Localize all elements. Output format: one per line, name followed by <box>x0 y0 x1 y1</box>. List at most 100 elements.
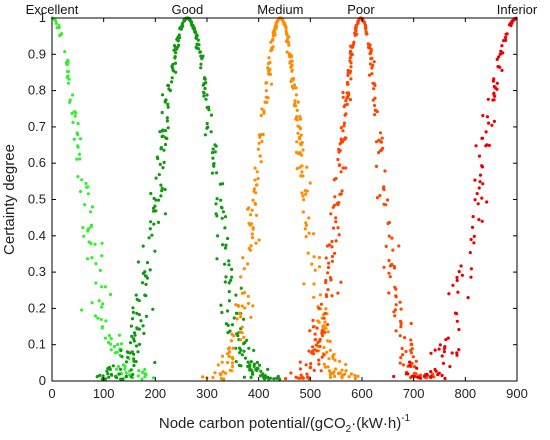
scatter-point <box>240 325 244 329</box>
scatter-point <box>248 367 252 371</box>
scatter-point <box>307 349 311 353</box>
scatter-point <box>253 202 258 206</box>
scatter-point <box>468 251 472 255</box>
scatter-point <box>382 187 386 192</box>
scatter-point <box>82 234 86 238</box>
y-tick-label: 0.6 <box>28 155 46 170</box>
scatter-point <box>382 202 386 206</box>
scatter-point <box>160 189 164 193</box>
scatter-point <box>303 227 307 231</box>
scatter-point <box>218 182 222 186</box>
scatter-point <box>121 363 126 367</box>
scatter-point <box>151 376 155 380</box>
scatter-point <box>129 375 133 379</box>
y-axis-label: Certainty degree <box>1 144 18 255</box>
scatter-point <box>194 31 198 35</box>
scatter-point <box>478 180 482 184</box>
scatter-point <box>492 119 496 123</box>
scatter-point <box>455 351 459 355</box>
scatter-point <box>90 301 94 305</box>
scatter-point <box>334 367 338 371</box>
scatter-point <box>254 191 258 195</box>
scatter-point <box>238 330 242 334</box>
scatter-point <box>307 231 311 235</box>
scatter-point <box>240 304 244 308</box>
scatter-point <box>221 210 225 214</box>
scatter-point <box>220 360 224 364</box>
scatter-point <box>340 368 344 372</box>
scatter-point <box>313 268 317 272</box>
scatter-point <box>114 367 119 371</box>
scatter-point <box>305 375 310 379</box>
scatter-point <box>164 136 168 140</box>
scatter-point <box>472 234 476 238</box>
scatter-point <box>269 82 274 86</box>
scatter-point <box>206 125 210 129</box>
scatter-point <box>76 175 80 179</box>
scatter-point <box>387 258 391 263</box>
scatter-point <box>172 48 176 52</box>
scatter-point <box>374 140 379 144</box>
scatter-point <box>176 39 180 43</box>
scatter-point <box>311 318 315 322</box>
scatter-point <box>81 226 85 230</box>
scatter-point <box>113 351 117 355</box>
scatter-point <box>375 196 379 200</box>
ticks-layer: 0 100 200 300 400 500 600 700 800 900 0 0.1 0.2 0.3 0.… <box>28 10 528 401</box>
scatter-point <box>262 377 267 381</box>
scatter-point <box>408 360 412 364</box>
x-tick-label: 900 <box>506 386 528 401</box>
scatter-point <box>85 257 90 261</box>
scatter-point <box>291 78 295 82</box>
scatter-point <box>214 202 218 206</box>
scatter-point <box>207 108 211 112</box>
scatter-point <box>136 350 140 354</box>
scatter-point <box>456 290 460 294</box>
scatter-point <box>344 99 348 103</box>
scatter-point <box>369 57 373 61</box>
scatter-point <box>242 317 246 321</box>
scatter-point <box>313 332 317 336</box>
scatter-point <box>104 319 108 323</box>
scatter-point <box>203 86 207 91</box>
scatter-point <box>320 333 325 338</box>
scatter-point <box>328 339 332 344</box>
scatter-point <box>205 93 209 97</box>
scatter-point <box>295 115 299 119</box>
scatter-point <box>497 55 501 59</box>
scatter-point <box>257 238 261 242</box>
scatter-point <box>264 89 268 93</box>
scatter-point <box>481 182 485 186</box>
scatter-point <box>347 93 351 97</box>
scatter-point <box>338 359 342 363</box>
scatter-point <box>319 302 323 306</box>
scatter-point <box>163 142 168 147</box>
scatter-point <box>264 95 268 99</box>
scatter-point <box>75 131 79 135</box>
scatter-point <box>300 191 304 195</box>
scatter-point <box>230 355 234 359</box>
scatter-point <box>391 248 395 252</box>
scatter-point <box>353 31 357 35</box>
scatter-point <box>339 170 343 174</box>
scatter-point <box>326 339 330 343</box>
scatter-point <box>229 339 234 343</box>
scatter-point <box>171 62 175 66</box>
scatter-point <box>399 356 403 360</box>
scatter-point <box>158 130 162 134</box>
scatter-point <box>260 133 264 137</box>
scatter-point <box>245 338 249 342</box>
scatter-point <box>161 166 165 170</box>
scatter-point <box>227 290 231 294</box>
scatter-point <box>211 375 215 380</box>
scatter-point <box>301 210 305 214</box>
scatter-point <box>90 205 95 209</box>
scatter-point <box>250 232 254 236</box>
scatter-point <box>54 21 58 25</box>
scatter-point <box>425 372 429 376</box>
scatter-point <box>223 215 228 219</box>
scatter-point <box>455 275 459 280</box>
scatter-point <box>325 294 329 299</box>
scatter-point <box>284 24 288 28</box>
scatter-point <box>106 367 110 371</box>
